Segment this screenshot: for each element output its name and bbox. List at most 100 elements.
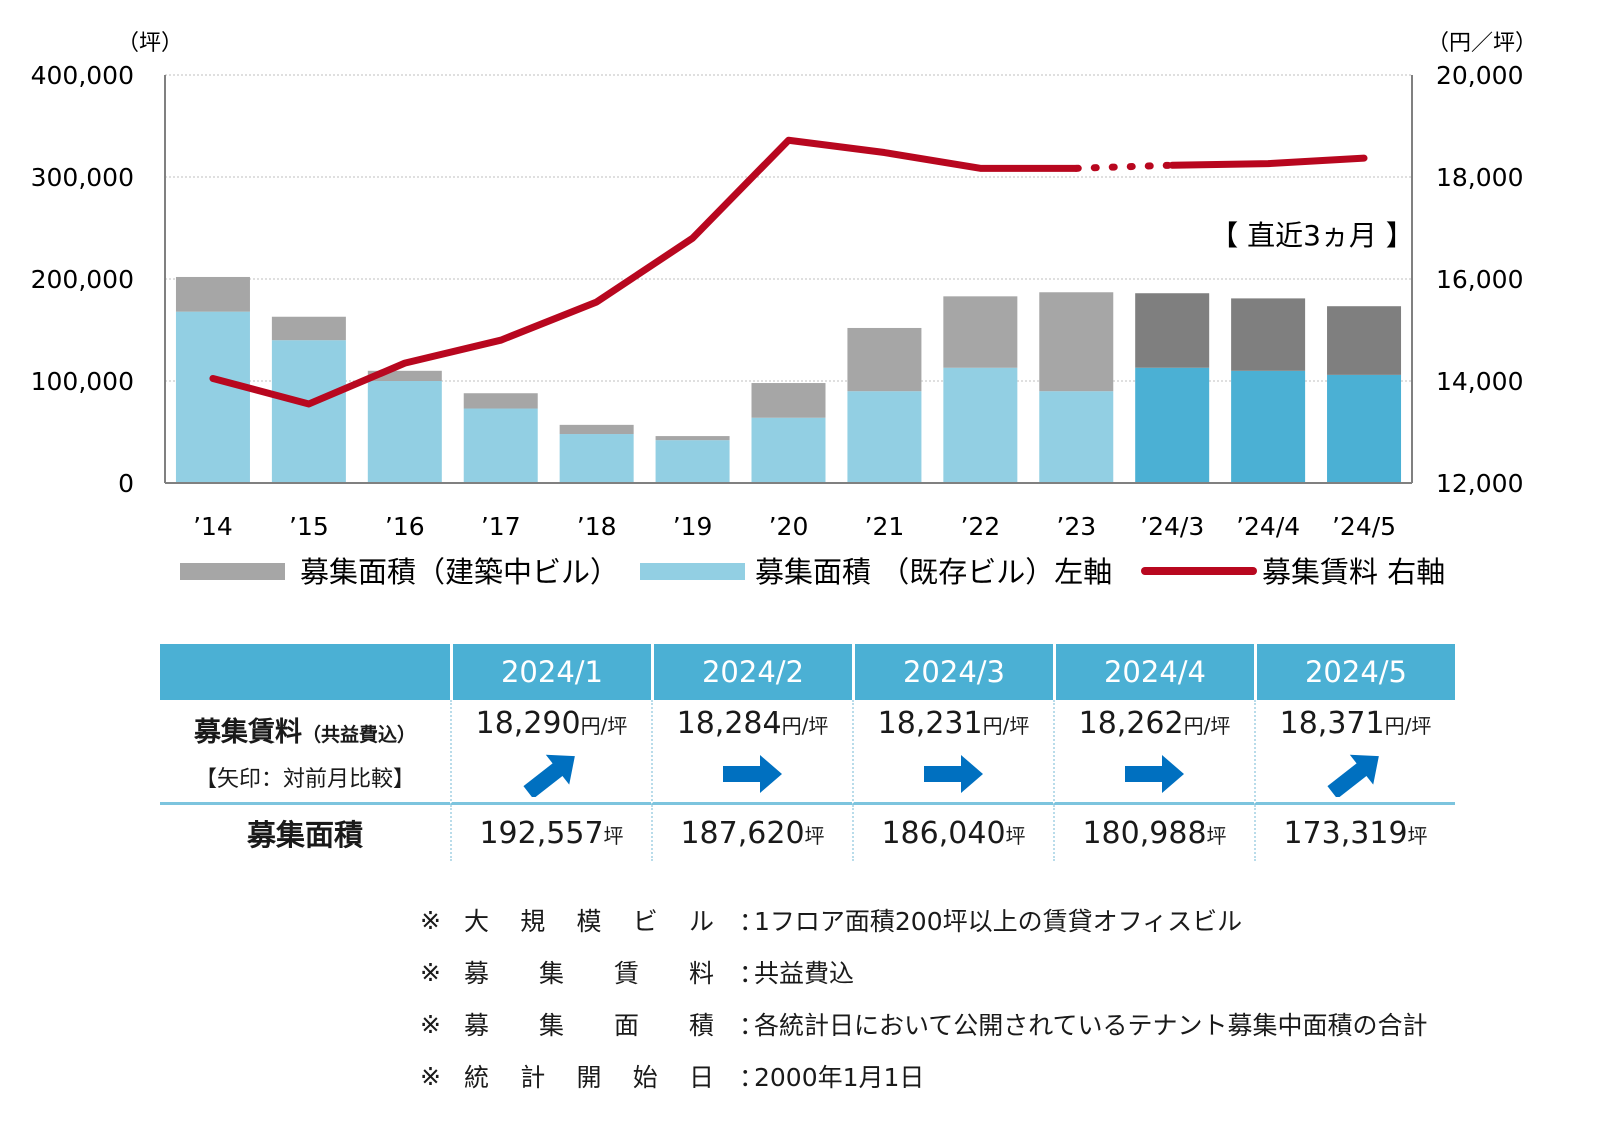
month-header: 2024/5: [1254, 644, 1455, 700]
footnote-key: 大規模ビル: [464, 902, 714, 938]
x-tick-label: ’22: [960, 512, 1000, 541]
rent-value: 18,290: [475, 705, 581, 741]
bar-existing: [655, 440, 730, 483]
trend-arrow-icon: [522, 754, 575, 797]
footnote-text: 各統計日において公開されているテナント募集中面積の合計: [754, 1011, 1428, 1040]
x-tick-label: ’21: [865, 512, 905, 541]
bar-construction: [655, 436, 730, 441]
area-label-cell: 募集面積: [160, 805, 450, 861]
rent-unit: 円/坪: [580, 713, 628, 738]
footnote-key-char: 賃: [613, 959, 639, 988]
bar-existing: [463, 408, 538, 483]
bar-construction: [943, 296, 1018, 368]
combo-chart: 0 100,000 200,000 300,000 400,000 12,000 14,00…: [31, 31, 1537, 589]
arrow-polygon: [1124, 754, 1184, 793]
footnote-key: 募集面積: [464, 1006, 714, 1042]
rent-value: 18,262: [1078, 705, 1184, 741]
x-tick-label: ’24/5: [1332, 512, 1396, 541]
month-header: 2024/2: [651, 644, 852, 700]
area-label: 募集面積: [246, 818, 363, 852]
footnote-row: ※ 募 集 面 積 ：各統計日において公開されているテナント募集中面積の合計: [420, 998, 1428, 1050]
footnote-key-char: 模: [576, 907, 602, 936]
area-cell: 187,620坪: [651, 805, 852, 861]
rent-cell: 18,262円/坪: [1053, 700, 1254, 805]
bar-existing: [847, 391, 922, 483]
area-value: 180,988: [1082, 815, 1207, 851]
x-tick-label: ’20: [769, 512, 809, 541]
left-tick-label: 200,000: [31, 265, 134, 294]
rent-unit: 円/坪: [781, 713, 829, 738]
left-tick-label: 400,000: [31, 61, 134, 90]
rent-label-sub: （共益費込）: [301, 723, 416, 746]
rent-value: 18,231: [877, 705, 983, 741]
right-tick-label: 20,000: [1436, 61, 1523, 90]
footnote-mark: ※: [420, 905, 441, 935]
area-value: 186,040: [881, 815, 1006, 851]
legend-swatch: [640, 563, 745, 580]
bar-existing: [1231, 370, 1306, 483]
footnote-colon: ：: [714, 1063, 765, 1092]
bar-construction: [559, 424, 634, 435]
left-tick-label: 100,000: [31, 367, 134, 396]
area-unit: 坪: [804, 823, 825, 848]
rent-label: 募集賃料: [193, 716, 302, 748]
left-tick-label: 300,000: [31, 163, 134, 192]
rent-unit: 円/坪: [982, 713, 1030, 738]
bar-construction: [847, 327, 922, 392]
right-axis-unit: （円／坪）: [1427, 31, 1537, 56]
rent-line-annual: [209, 136, 1080, 408]
area-row: 募集面積 192,557 坪 187,620坪 186,040坪 180,988 坪…: [160, 805, 1455, 861]
rent-line: [209, 136, 1368, 408]
bar-existing: [751, 417, 826, 483]
footnote-colon: ：: [714, 959, 765, 988]
footnote-row: ※ 募 集 賃 料 ：共益費込: [420, 946, 1428, 998]
bar-construction: [1039, 292, 1114, 392]
arrow-shape: [522, 754, 575, 797]
right-tick-label: 14,000: [1436, 367, 1523, 396]
footnote-key-char: ビ: [632, 907, 658, 936]
footnote-key-char: ル: [688, 907, 714, 936]
arrow-shape: [722, 754, 782, 793]
footnote-row: ※ 大 規 模 ビ ル ： 1フロア面積200坪以上の賃貸オフィスビル: [420, 894, 1428, 946]
x-tick-label: ’23: [1056, 512, 1096, 541]
x-tick-label: ’24/3: [1140, 512, 1204, 541]
area-unit: 坪: [1407, 823, 1428, 848]
arrow-shape: [1326, 754, 1379, 797]
right-tick-label: 12,000: [1436, 469, 1523, 498]
table-corner-cell: [160, 644, 450, 700]
bar-construction: [367, 370, 442, 381]
rent-cell: 18,284円/坪: [651, 700, 852, 805]
rent-unit: 円/坪: [1183, 713, 1231, 738]
bar-construction: [175, 276, 250, 312]
rent-line-recent: [1168, 154, 1368, 169]
area-cell: 186,040坪: [852, 805, 1053, 861]
bar-construction: [1231, 298, 1306, 371]
footnote-key-char: 統: [464, 1063, 490, 1092]
arrow-polygon: [1326, 754, 1379, 797]
footnote-key-char: 集: [538, 1011, 564, 1040]
footnote-key-char: 面: [613, 1011, 639, 1040]
area-value: 192,557: [479, 815, 604, 851]
bar-construction: [751, 383, 826, 418]
area-cell: 173,319坪: [1254, 805, 1455, 861]
footnote-key-char: 大: [464, 907, 490, 936]
footnote-key-char: 開: [576, 1063, 602, 1092]
summary-table: 2024/1 2024/2 2024/3 2024/4 2024/5 募集賃料（…: [160, 644, 1455, 861]
left-axis-unit: （坪）: [117, 31, 183, 56]
legend: 募集面積（建築中ビル） 募集面積 （既存ビル）左軸 募集賃料 右軸: [180, 555, 1445, 589]
footnote-key-char: 規: [520, 907, 546, 936]
legend-label: 募集面積 （既存ビル）左軸: [755, 555, 1112, 589]
bar-construction: [1327, 306, 1402, 375]
rent-cell: 18,290円/坪: [450, 700, 651, 805]
month-header: 2024/4: [1053, 644, 1254, 700]
arrow-polygon: [522, 754, 575, 797]
footnote-key-char: 計: [520, 1063, 546, 1092]
bar-existing: [271, 340, 346, 483]
arrow-shape: [923, 754, 983, 793]
x-tick-label: ’16: [385, 512, 425, 541]
rent-arrow-note: 【矢印：対前月比較】: [194, 766, 415, 792]
right-tick-label: 18,000: [1436, 163, 1523, 192]
footnote-mark: ※: [420, 957, 441, 987]
footnote-colon: ：: [714, 907, 765, 936]
arrow-shape: [1124, 754, 1184, 793]
